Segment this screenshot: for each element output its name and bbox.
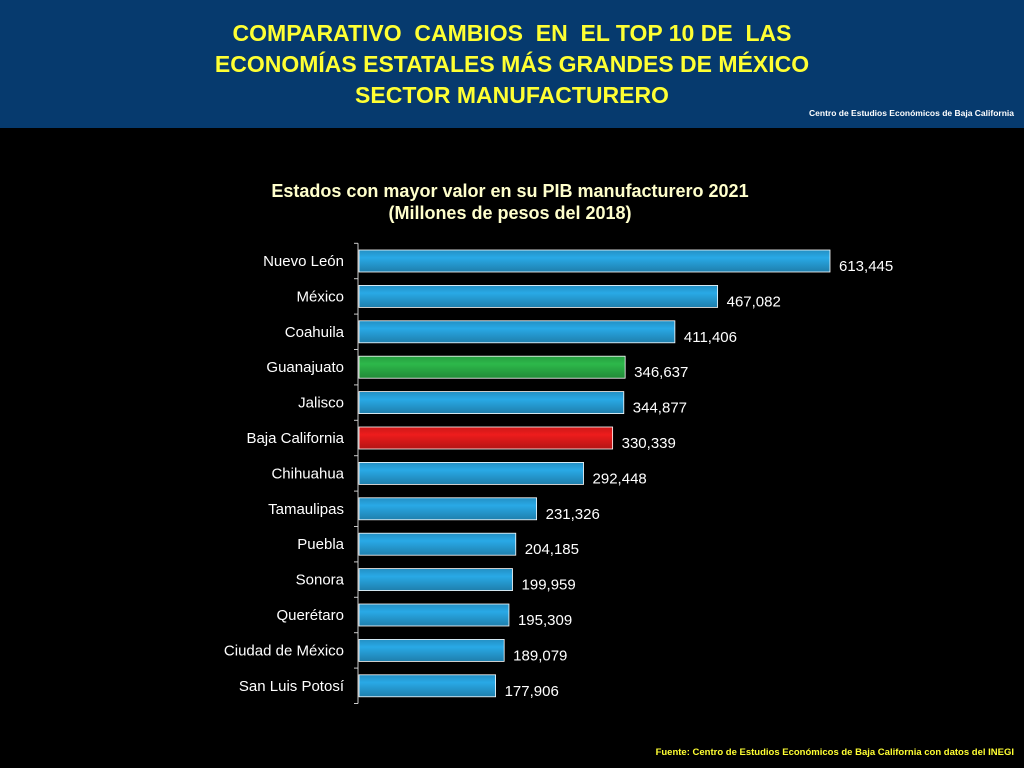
category-label: Ciudad de México (224, 642, 344, 659)
value-label: 189,079 (513, 647, 567, 664)
category-label: Coahuila (285, 324, 345, 341)
value-label: 292,448 (593, 470, 647, 487)
category-label: México (296, 288, 344, 305)
value-label: 613,445 (839, 258, 893, 275)
bar-chihuahua (358, 461, 584, 485)
page-title-line-1: COMPARATIVO CAMBIOS EN EL TOP 10 DE LAS (232, 20, 792, 46)
bar-sonora (358, 568, 513, 591)
bar-nuevo-león (358, 249, 831, 273)
value-label: 344,877 (633, 400, 687, 417)
page-title: COMPARATIVO CAMBIOS EN EL TOP 10 DE LAS … (0, 18, 1024, 111)
bar-tamaulipas (358, 497, 538, 521)
bar-puebla (358, 532, 517, 556)
category-label: Nuevo León (263, 253, 344, 270)
bar-querétaro (358, 603, 510, 627)
header-banner: COMPARATIVO CAMBIOS EN EL TOP 10 DE LAS … (0, 0, 1024, 128)
value-label: 199,959 (522, 577, 576, 594)
bar-coahuila (358, 320, 676, 344)
bar-ciudad-de-méxico (358, 639, 505, 662)
page-title-line-3: SECTOR MANUFACTURERO (355, 82, 669, 108)
bar-méxico (358, 284, 719, 308)
category-label: Querétaro (276, 607, 344, 624)
bar-jalisco (358, 391, 625, 415)
chart-subtitle: (Millones de pesos del 2018) (388, 203, 632, 223)
value-label: 177,906 (505, 683, 559, 700)
chart-title-block: Estados con mayor valor en su PIB manufa… (160, 180, 860, 224)
page-title-line-2: ECONOMÍAS ESTATALES MÁS GRANDES DE MÉXIC… (214, 51, 810, 77)
credit-text: Centro de Estudios Económicos de Baja Ca… (809, 108, 1014, 118)
category-label: Jalisco (298, 395, 344, 412)
value-label: 467,082 (727, 293, 781, 310)
bar-san-luis-potosí (358, 674, 496, 698)
value-label: 411,406 (684, 329, 737, 346)
category-label: San Luis Potosí (239, 678, 345, 695)
category-label: Guanajuato (266, 359, 344, 376)
value-label: 346,637 (634, 364, 688, 381)
value-label: 195,309 (518, 612, 572, 629)
value-label: 204,185 (525, 541, 579, 558)
source-footnote: Fuente: Centro de Estudios Económicos de… (655, 747, 1014, 758)
category-label: Chihuahua (271, 465, 344, 482)
bar-baja-california (358, 426, 614, 450)
value-label: 231,326 (546, 506, 600, 523)
category-label: Puebla (297, 536, 344, 553)
chart-title: Estados con mayor valor en su PIB manufa… (271, 181, 749, 201)
bar-guanajuato (358, 355, 626, 379)
category-label: Baja California (246, 430, 344, 447)
category-label: Sonora (296, 572, 345, 589)
category-label: Tamaulipas (268, 501, 344, 518)
value-label: 330,339 (622, 435, 676, 452)
